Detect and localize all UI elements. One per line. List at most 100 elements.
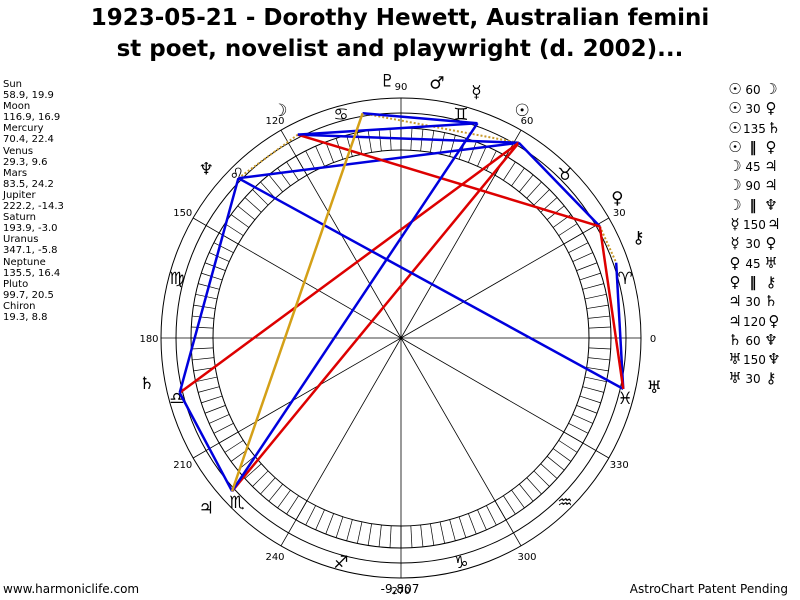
degree-tick	[579, 395, 601, 404]
degree-tick	[315, 509, 325, 530]
degree-tick	[230, 214, 250, 228]
aspect-line-7	[362, 112, 478, 125]
degree-tick	[213, 242, 234, 253]
planet-name-chiron: Chiron	[3, 300, 36, 312]
degree-tick	[244, 197, 262, 213]
aspect-row: ♀ 45 ♅	[727, 254, 797, 273]
aspect-planet-1-icon: ☽	[728, 195, 742, 214]
aspect-planet-2-icon: ♄	[764, 292, 778, 311]
aspect-line-4	[517, 141, 601, 228]
degree-label-270: 270	[391, 586, 410, 597]
degree-tick	[584, 376, 607, 383]
planet-name-saturn: Saturn	[3, 212, 37, 224]
aspect-line-8	[237, 177, 624, 390]
degree-tick	[305, 505, 316, 526]
planet-pluto-icon: ♇	[380, 71, 395, 91]
aspect-planet-2-icon: ⚷	[765, 272, 777, 291]
aspect-row: ☿ 30 ♀	[727, 234, 797, 253]
planet-moon-icon: ☽	[272, 101, 287, 121]
sign-2-icon: ♊	[453, 105, 468, 125]
planet-uranus-icon: ♅	[647, 378, 662, 398]
degree-tick	[335, 138, 344, 160]
degree-tick	[325, 513, 334, 535]
degree-tick	[587, 357, 610, 361]
aspect-line-5	[297, 133, 601, 228]
degree-tick	[195, 376, 218, 383]
degree-tick	[511, 167, 525, 187]
degree-tick	[430, 523, 435, 546]
aspect-row: ☽ ‖ ♆	[727, 196, 797, 215]
aspect-angle: ‖	[749, 139, 757, 156]
degree-tick	[224, 440, 244, 453]
degree-tick	[486, 505, 497, 526]
planet-positions-list: Sun 58.9, 19.9 Moon 116.9, 16.9 Mercury 70.4,…	[3, 79, 113, 323]
aspect-row: ☉ 30 ♀	[727, 99, 797, 118]
aspect-planet-2-icon: ♀	[765, 99, 777, 118]
degree-tick	[315, 146, 325, 167]
degree-label-300: 300	[517, 552, 536, 563]
planet-values-saturn: 193.9, -3.0	[3, 223, 58, 235]
degree-tick	[268, 483, 283, 502]
aspect-planet-1-icon: ☉	[728, 99, 742, 118]
aspect-angle: 30	[745, 295, 761, 310]
degree-tick	[378, 129, 382, 152]
aspect-planet-2-icon: ♃	[764, 176, 778, 195]
aspect-planet-2-icon: ♀	[765, 137, 777, 156]
spoke-240	[280, 337, 402, 547]
chart-title-line-2: st poet, novelist and playwright (d. 200…	[116, 36, 684, 62]
aspect-planet-1-icon: ♃	[728, 311, 742, 330]
degree-tick	[558, 440, 578, 453]
degree-tick	[268, 174, 283, 193]
planet-name-moon: Moon	[3, 101, 31, 113]
degree-tick	[410, 525, 413, 548]
degree-tick	[420, 524, 424, 547]
degree-tick	[346, 135, 353, 157]
degree-tick	[582, 283, 604, 290]
aspect-planet-1-icon: ☿	[730, 234, 740, 253]
planet-sun-icon: ☉	[514, 101, 529, 121]
degree-label-0: 0	[650, 334, 656, 345]
aspect-planet-1-icon: ☉	[728, 80, 742, 98]
planet-mars-icon: ♂	[429, 74, 444, 94]
aspect-row: ♃ 30 ♄	[727, 292, 797, 311]
sign-10-icon: ♒	[557, 493, 572, 513]
aspect-row: ♀ ‖ ⚷	[727, 273, 797, 292]
aspect-row: ☽ 45 ♃	[727, 157, 797, 176]
degree-tick	[586, 367, 609, 372]
degree-tick	[503, 161, 516, 181]
degree-label-30: 30	[613, 208, 626, 219]
aspect-angle: 45	[745, 256, 761, 271]
planet-name-jupiter: Jupiter	[3, 189, 36, 201]
degree-tick	[572, 252, 593, 262]
degree-tick	[252, 470, 269, 487]
planet-chiron-icon: ⚷	[632, 228, 644, 248]
aspect-row: ☉ 60 ☽	[727, 80, 797, 99]
aspect-planet-2-icon: ♆	[764, 195, 778, 214]
degree-tick	[576, 405, 598, 414]
degree-tick	[198, 386, 220, 393]
aspect-planet-2-icon: ♄	[767, 118, 781, 137]
planet-values-mercury: 70.4, 22.4	[3, 134, 54, 146]
aspect-planet-2-icon: ♀	[765, 234, 777, 253]
aspect-planet-1-icon: ♃	[728, 292, 742, 311]
degree-label-240: 240	[265, 552, 284, 563]
aspect-row: ☿ 150♃	[727, 215, 797, 234]
degree-label-180: 180	[139, 334, 158, 345]
degree-tick	[209, 414, 230, 424]
degree-tick	[588, 347, 611, 350]
degree-label-60: 60	[521, 116, 534, 127]
chart-title-line-1: 1923-05-21 - Dorothy Hewett, Australian …	[90, 5, 710, 31]
aspect-row: ♃120 ♀	[727, 312, 797, 331]
aspect-planet-1-icon: ☉	[728, 118, 742, 137]
aspect-planet-1-icon: ♅	[728, 350, 742, 369]
aspect-planet-1-icon: ♅	[728, 369, 742, 388]
degree-tick	[576, 262, 598, 271]
website-link[interactable]: www.harmoniclife.com	[3, 582, 140, 596]
degree-tick	[558, 223, 578, 236]
degree-tick	[204, 405, 226, 414]
aspect-angle: 150	[743, 218, 766, 233]
degree-tick	[346, 519, 353, 541]
aspect-angle: 120	[743, 314, 766, 329]
parallel-line-0	[237, 133, 299, 179]
